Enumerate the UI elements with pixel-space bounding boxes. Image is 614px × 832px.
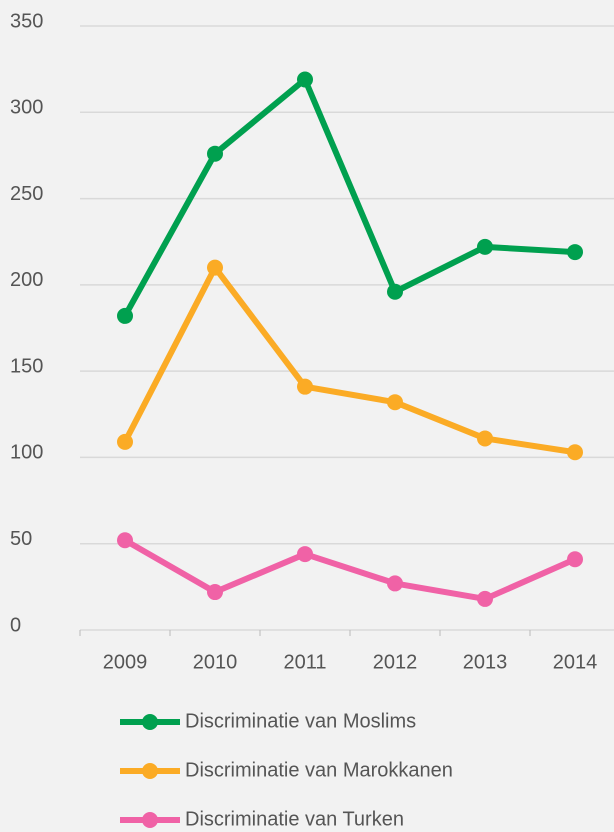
data-point: [297, 71, 313, 88]
y-tick-label: 100: [10, 442, 43, 464]
x-tick-label: 2010: [193, 651, 238, 673]
legend-label: Discriminatie van Marokkanen: [185, 759, 453, 781]
legend-label: Discriminatie van Moslims: [185, 710, 416, 732]
y-tick-label: 0: [10, 614, 21, 636]
data-point: [297, 546, 313, 563]
data-point: [387, 575, 403, 592]
x-tick-label: 2012: [373, 651, 418, 673]
x-tick-label: 2009: [103, 651, 148, 673]
y-tick-label: 300: [10, 97, 43, 119]
series-line: [122, 76, 576, 318]
legend-marker: [142, 714, 158, 730]
series-line: [123, 537, 577, 602]
data-point: [117, 433, 133, 450]
data-point: [387, 394, 403, 411]
data-point: [297, 378, 313, 395]
data-point: [477, 590, 493, 607]
x-tick-label: 2013: [463, 651, 508, 673]
data-point: [207, 259, 223, 276]
y-tick-label: 250: [10, 183, 43, 205]
data-point: [207, 584, 223, 601]
data-point: [477, 430, 493, 447]
data-point: [477, 238, 493, 255]
data-point: [207, 145, 223, 162]
data-point: [567, 551, 583, 568]
data-point: [117, 532, 133, 549]
legend-label: Discriminatie van Turken: [185, 808, 404, 830]
data-point: [117, 307, 133, 324]
y-tick-label: 350: [10, 10, 43, 32]
y-tick-label: 150: [10, 355, 43, 377]
data-point: [387, 283, 403, 300]
y-tick-label: 200: [10, 269, 43, 291]
data-point: [567, 444, 583, 461]
series-line: [122, 264, 576, 456]
x-tick-label: 2014: [553, 651, 598, 673]
legend-marker: [142, 812, 158, 828]
legend-marker: [142, 763, 158, 779]
y-tick-label: 50: [10, 528, 32, 550]
x-tick-label: 2011: [283, 651, 326, 673]
data-point: [567, 244, 583, 261]
